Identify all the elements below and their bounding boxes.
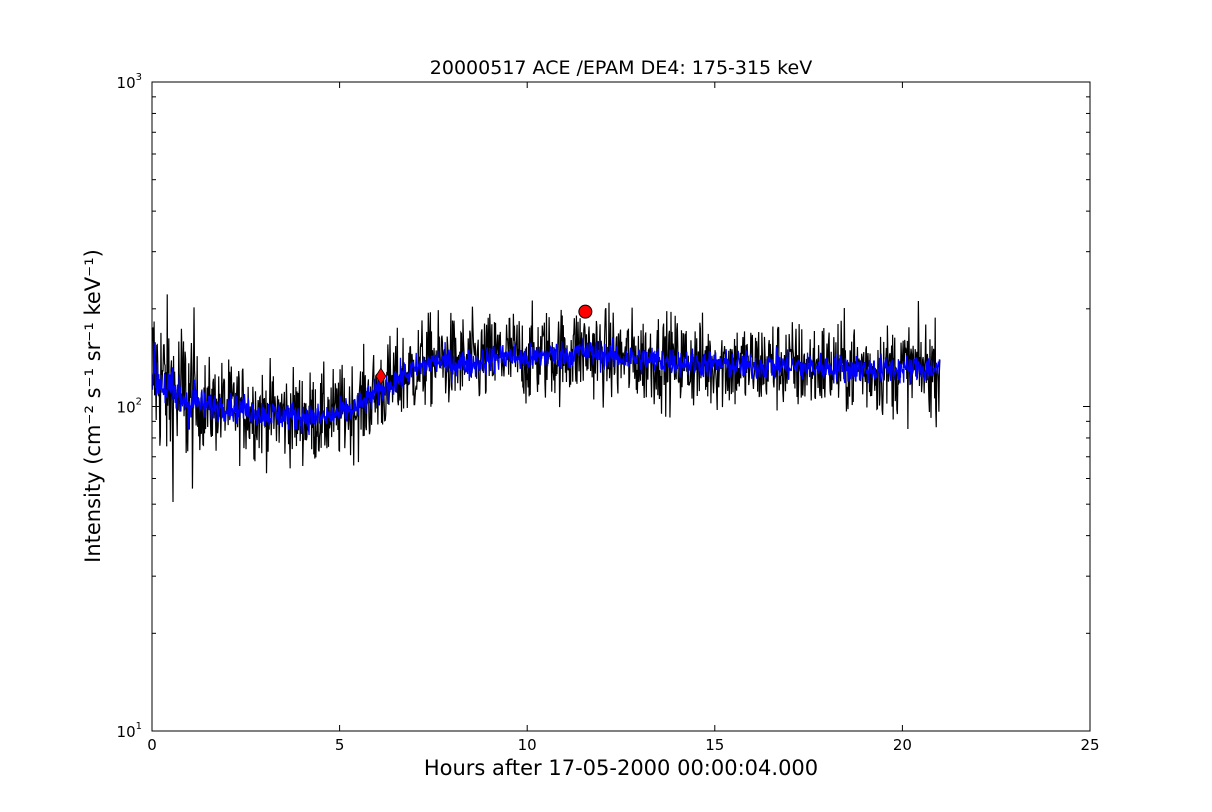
event-markers — [375, 304, 593, 385]
series-line-smoothed — [151, 337, 941, 436]
x-tick-label: 10 — [518, 736, 537, 754]
x-tick-label: 5 — [335, 736, 345, 754]
y-tick-label: 103 — [117, 72, 142, 92]
y-tick-label: 101 — [117, 721, 142, 741]
x-tick-label: 20 — [893, 736, 912, 754]
y-tick-label: 102 — [117, 397, 142, 417]
x-tick-label: 0 — [147, 736, 157, 754]
data-traces — [151, 294, 941, 503]
plot-area — [152, 82, 1090, 731]
x-axis-ticks: 0 5 10 15 20 25 — [147, 82, 1100, 754]
x-tick-label: 25 — [1080, 736, 1099, 754]
series-line-raw — [151, 294, 941, 503]
chart-title: 20000517 ACE /EPAM DE4: 175-315 keV — [430, 57, 812, 79]
y-axis-ticks: 101 102 103 — [117, 72, 1090, 741]
marker-circle — [578, 304, 593, 319]
x-axis-label: Hours after 17-05-2000 00:00:04.000 — [424, 756, 818, 780]
x-tick-label: 15 — [705, 736, 724, 754]
marker-diamond — [375, 367, 387, 385]
y-axis-label: Intensity (cm⁻² s⁻¹ sr⁻¹ keV⁻¹) — [81, 249, 105, 563]
